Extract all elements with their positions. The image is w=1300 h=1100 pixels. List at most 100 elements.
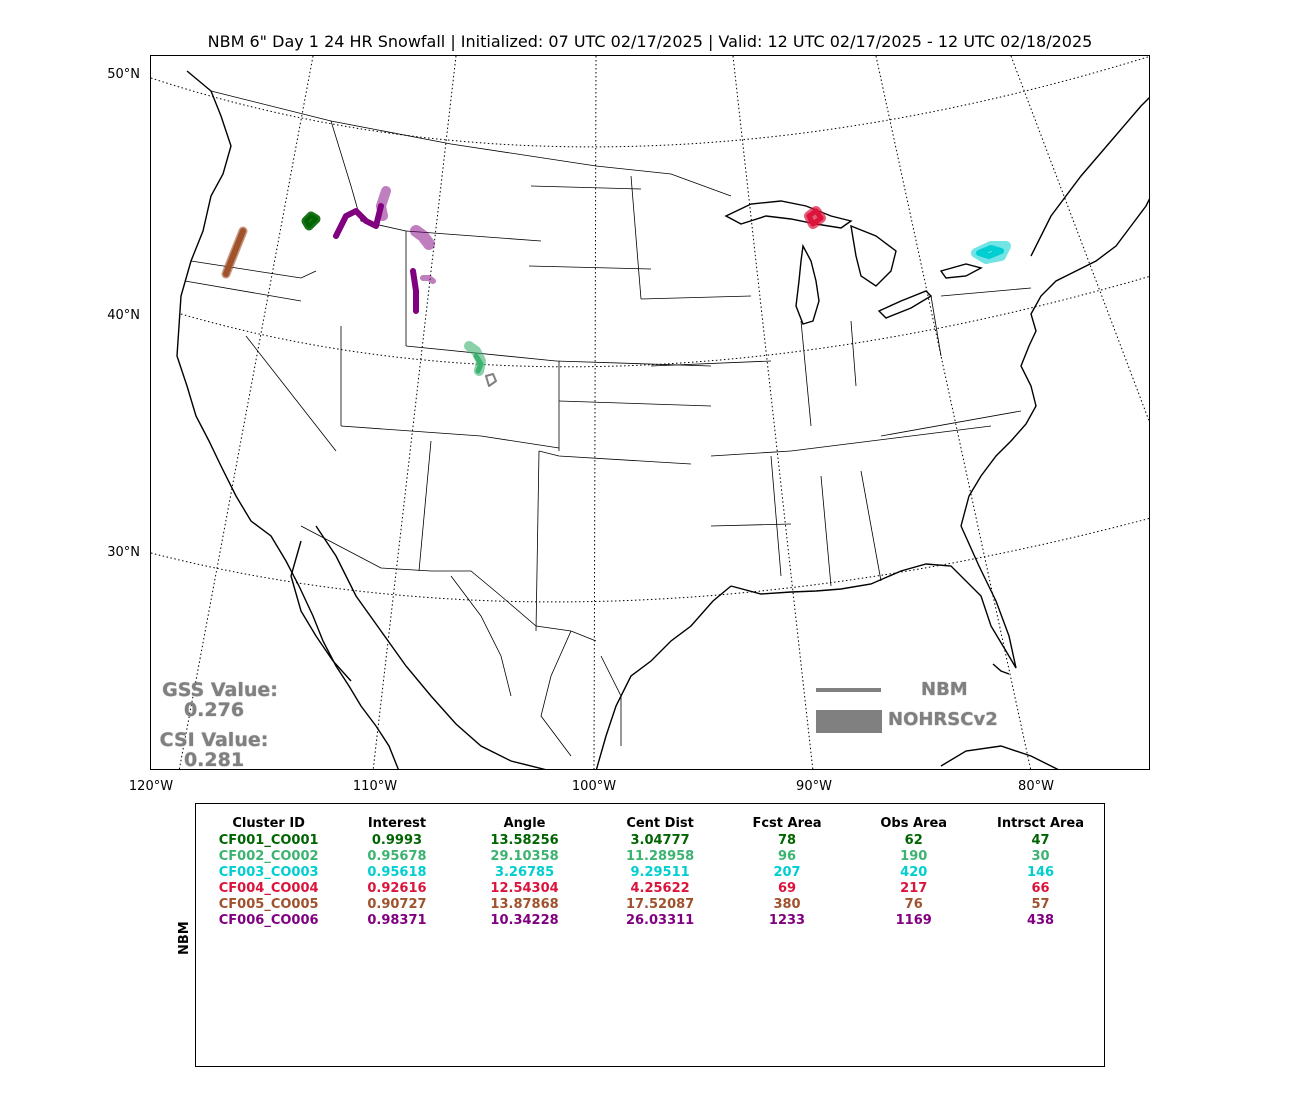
table-cell: CF006_CO006 [218,912,319,928]
lake-ontario [939,263,983,279]
table-cell: 69 [777,880,797,896]
lon-label-80w: 80°W [1018,779,1054,794]
table-cell: 57 [1031,896,1050,912]
lake-erie [877,290,933,319]
border-or-ca [184,280,302,302]
header-angle: Angle [503,815,546,831]
baja-peninsula [290,540,352,682]
header-interest: Interest [367,815,427,831]
table-cell: 0.98371 [367,912,427,928]
meridian-120w [178,56,314,769]
table-body: CF001_CO001 0.9993 13.58256 3.04777 78 62 47 CF… [196,832,1104,928]
table-cell: CF003_CO003 [218,864,319,880]
table-cell: 0.95618 [367,864,427,880]
map-title: NBM 6" Day 1 24 HR Snowfall | Initialize… [207,32,1093,51]
cluster-cf002-fcst [473,353,484,374]
table-cell: 47 [1031,832,1050,848]
table-row: CF005_CO005 0.90727 13.87868 17.52087 380 76 5… [196,896,1104,912]
table-cell: 146 [1026,864,1055,880]
table-cell: 207 [773,864,801,880]
table-cell: CF004_CO004 [218,880,319,896]
table-cell: 1233 [768,912,806,928]
border-mt-wy [405,230,542,242]
border-ms-la [770,455,782,577]
mexico-west-coast [315,525,546,769]
parallel-50n [151,56,1149,148]
table-cell: 380 [773,896,801,912]
cluster-stats-table: Cluster ID Interest Angle Cent Dist Fcst… [196,814,1104,928]
border-ks-ok [558,400,712,407]
table-cell: 96 [777,848,797,864]
parallel-40n [180,276,1149,368]
border-mn-ia [640,295,752,300]
table-cell: 190 [900,848,928,864]
great-lakes [724,200,983,325]
graticule [151,56,1149,769]
cluster-stats-panel: Cluster ID Interest Angle Cent Dist Fcst… [195,803,1105,1067]
border-oh-in [850,320,857,387]
table-cell: 62 [904,832,923,848]
meridian-100w [593,56,597,769]
gss-label: GSS Value: [162,679,278,701]
table-row: CF003_CO003 0.95618 3.26785 9.29511 207 420 14… [196,864,1104,880]
gss-value: 0.276 [183,699,245,721]
table-cell: 13.58256 [490,832,559,848]
border-az-nm [418,440,432,572]
table-cell: 217 [900,880,928,896]
table-cell: 76 [904,896,923,912]
mexico-states [450,575,622,757]
border-ms-al [820,475,832,587]
meridian-110w [372,56,457,769]
cluster-cf001-fcst [304,214,318,228]
cluster-cf006-obs-c [420,275,436,284]
header-obs-area: Obs Area [880,815,948,831]
map-panel: GSS Value: 0.276 CSI Value: 0.281 NBM NO… [150,55,1150,770]
table-cell: CF001_CO001 [218,832,319,848]
header-cluster-id: Cluster ID [232,815,305,831]
table-cell: 0.95678 [367,848,427,864]
table-cell: 1169 [895,912,932,928]
table-row: CF001_CO001 0.9993 13.58256 3.04777 78 62 47 [196,832,1104,848]
border-tx-nm [535,450,540,632]
pacific-coast [176,70,399,769]
border-mo-ar [710,450,792,457]
gulf-north-coast [730,525,1017,669]
border-ne-ks [555,360,712,367]
table-cell: 4.25622 [630,880,690,896]
table-cell: 13.87868 [490,896,559,912]
table-cell: 0.90727 [367,896,427,912]
border-oh-pa [930,295,942,357]
table-side-label: NBM [177,921,192,955]
meridian-90w [732,56,814,769]
map-canvas [151,56,1149,769]
header-cent-dist: Cent Dist [626,815,694,831]
political-borders [184,90,1032,757]
border-tx-ok [538,450,692,465]
legend-swatches [816,688,882,733]
florida-keys [992,663,1010,675]
gulf-coast [595,585,732,769]
border-sd-ne [528,265,652,270]
header-fcst-area: Fcst Area [752,815,822,831]
border-nv-ca [245,335,337,452]
table-cell: 3.04777 [630,832,690,848]
cluster-cf004-fcst [806,208,824,227]
table-cell: CF005_CO005 [218,896,319,912]
us-mexico-border [300,525,597,642]
border-id-mt [330,120,407,232]
border-wa-or [190,260,317,279]
table-cell: 9.29511 [630,864,690,880]
lat-label-40n: 40°N [107,308,140,323]
table-cell: 3.26785 [494,864,555,880]
atlantic-coast [960,198,1149,527]
table-cell: 17.52087 [625,896,695,912]
table-cell: 420 [900,864,928,880]
canada-east-coast [1030,97,1149,257]
cluster-cf002-fcst-outlier [485,373,497,387]
lat-label-50n: 50°N [107,67,140,82]
cuba-outline [940,745,1059,769]
border-il-in [800,320,812,427]
border-mn-nd [630,175,642,300]
cluster-cf005-fcst [223,228,246,277]
cluster-cf006-fcst-b [410,268,419,314]
